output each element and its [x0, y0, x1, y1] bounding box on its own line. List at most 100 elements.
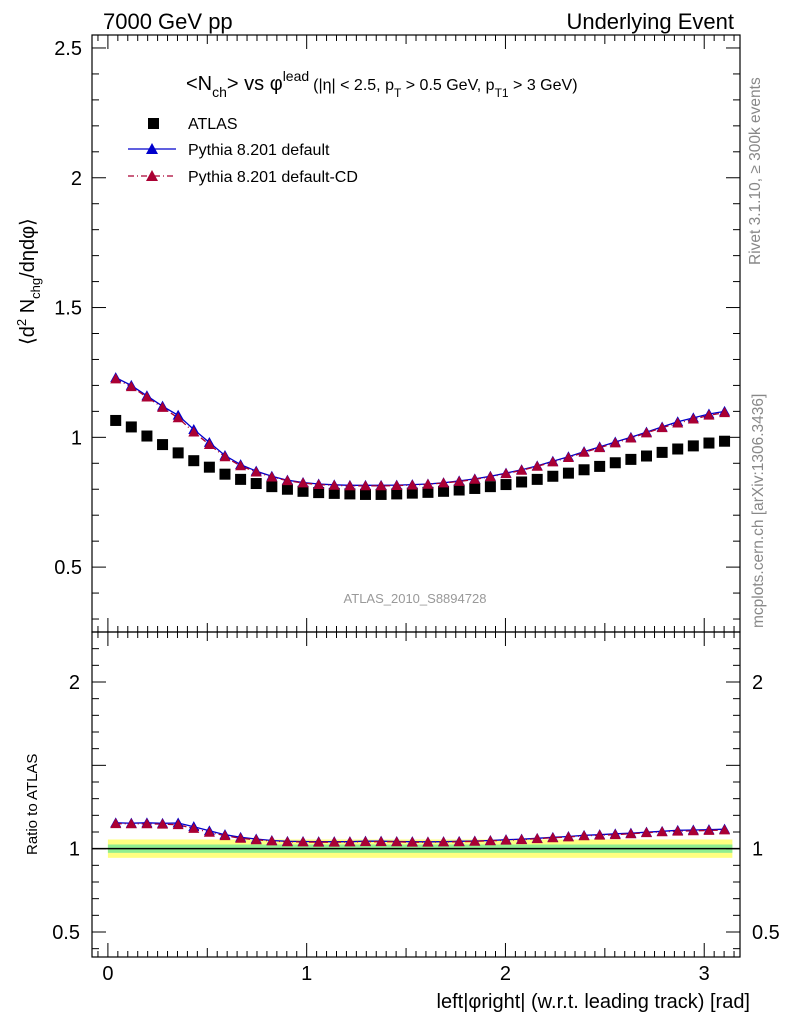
legend-label-pythia-default: Pythia 8.201 default	[188, 142, 330, 159]
ratio-pythia-cd-point	[406, 836, 418, 847]
ratio-pythia-cd-point	[219, 830, 231, 841]
atlas-data-point	[344, 488, 356, 500]
pythia-cd-point	[422, 478, 434, 489]
pythia-cd-point	[250, 466, 262, 477]
pythia-cd-point	[235, 460, 247, 471]
atlas-data-point	[438, 485, 450, 497]
ratio-pythia-cd-point	[328, 836, 340, 847]
ratio-pythia-cd-point	[235, 832, 247, 843]
y-tick-label: 2	[71, 168, 82, 190]
atlas-data-point	[562, 467, 574, 479]
atlas-data-point	[313, 487, 325, 499]
legend-marker-atlas	[148, 118, 159, 129]
atlas-data-point	[203, 461, 215, 473]
ratio-pythia-cd-point	[562, 831, 574, 842]
pythia-cd-point	[703, 409, 715, 420]
atlas-data-point	[547, 470, 559, 482]
y-tick-label-right: 0.5	[752, 922, 780, 944]
atlas-data-point	[703, 437, 715, 449]
pythia-cd-point	[656, 422, 668, 433]
pythia-cd-point	[328, 479, 340, 490]
atlas-data-point	[110, 414, 122, 426]
main-panel: 0.5 1 1.5 2 2.5 <Nch> vs φlead(|η| < 2.5, pT…	[14, 34, 741, 633]
ratio-pythia-cd-point	[157, 818, 169, 829]
atlas-data-point	[328, 487, 340, 499]
legend-marker-pythia-default	[146, 143, 158, 154]
process-label: Underlying Event	[566, 9, 734, 34]
y-tick-label: 1	[71, 427, 82, 449]
atlas-data-point	[672, 443, 684, 455]
atlas-data-point	[625, 453, 637, 465]
pythia-cd-point	[266, 471, 278, 482]
ratio-pythia-cd-point	[391, 836, 403, 847]
pythia-cd-point	[453, 475, 465, 486]
atlas-data-point	[281, 483, 293, 495]
pythia-cd-point	[359, 480, 371, 491]
ratio-pythia-cd-point	[281, 836, 293, 847]
pythia-cd-point	[110, 373, 122, 384]
pythia-cd-point	[391, 480, 403, 491]
ratio-pythia-cd-point	[110, 818, 122, 829]
ratio-pythia-cd-point	[469, 835, 481, 846]
atlas-data-point	[687, 440, 699, 452]
atlas-data-point	[219, 468, 231, 480]
pythia-cd-point	[125, 381, 137, 392]
ratio-pythia-cd-point	[594, 829, 606, 840]
ratio-y-axis-label: Ratio to ATLAS	[24, 754, 41, 855]
pythia-cd-point	[313, 479, 325, 489]
atlas-data-point	[297, 485, 309, 497]
pythia-cd-point	[157, 401, 169, 412]
pythia-cd-point	[172, 412, 184, 423]
mcplots-source-label: mcplots.cern.ch [arXiv:1306.3436]	[750, 394, 767, 628]
ratio-plot-frame	[91, 631, 741, 958]
ratio-pythia-cd-point	[203, 826, 215, 837]
atlas-data-point	[391, 488, 403, 500]
ratio-pythia-cd-point	[719, 824, 731, 835]
atlas-data-point	[141, 430, 153, 442]
ratio-pythia-cd-point	[656, 826, 668, 837]
legend-marker-pythia-cd	[146, 170, 158, 181]
atlas-data-point	[640, 450, 652, 462]
y-tick-label: 0.5	[52, 922, 80, 944]
ratio-axes: 0 1 2 3 0.5 0.5 1 1 2 2	[52, 632, 780, 985]
atlas-data-point	[188, 455, 200, 467]
ratio-pythia-cd-point	[438, 836, 450, 847]
main-plot-data	[110, 372, 731, 500]
atlas-data-point	[578, 464, 590, 476]
ratio-pythia-cd-point	[500, 834, 512, 845]
pythia-cd-point	[469, 473, 481, 484]
energy-label: 7000 GeV pp	[103, 9, 233, 34]
pythia-cd-point	[562, 452, 574, 462]
ratio-pythia-cd-point	[422, 836, 434, 847]
pythia-cd-point	[625, 432, 637, 443]
atlas-data-point	[453, 484, 465, 496]
pythia-cd-point	[281, 475, 293, 486]
ratio-pythia-cd-point	[625, 828, 637, 839]
pythia-cd-point	[484, 471, 496, 482]
pythia-cd-point	[188, 426, 200, 437]
analysis-id-label: ATLAS_2010_S8894728	[344, 591, 487, 606]
legend-label-pythia-cd: Pythia 8.201 default-CD	[188, 169, 358, 186]
atlas-data-point	[266, 481, 278, 493]
y-tick-label-right: 2	[752, 672, 763, 694]
ratio-pythia-cd-point	[578, 830, 590, 841]
pythia-cd-point	[297, 477, 309, 488]
x-tick-label: 1	[301, 963, 312, 985]
atlas-data-point	[359, 488, 371, 500]
ratio-pythia-cd-point	[297, 836, 309, 847]
ratio-pythia-default-line	[115, 822, 725, 843]
pythia-cd-point	[531, 460, 543, 471]
ratio-pythia-cd-point	[141, 818, 153, 829]
ratio-pythia-cd-point	[703, 825, 715, 835]
ratio-pythia-cd-point	[640, 827, 652, 838]
ratio-pythia-cd-point	[516, 834, 528, 845]
ratio-pythia-cd-point	[359, 836, 371, 847]
x-tick-label: 2	[500, 963, 511, 985]
pythia-cd-point	[344, 480, 356, 491]
pythia-cd-point	[609, 437, 621, 448]
ratio-pythia-cd-point	[313, 836, 325, 847]
ratio-pythia-cd-point	[453, 836, 465, 847]
atlas-data-point	[469, 482, 481, 494]
plot-title: <Nch> vs φlead(|η| < 2.5, pT > 0.5 GeV, …	[186, 68, 578, 100]
